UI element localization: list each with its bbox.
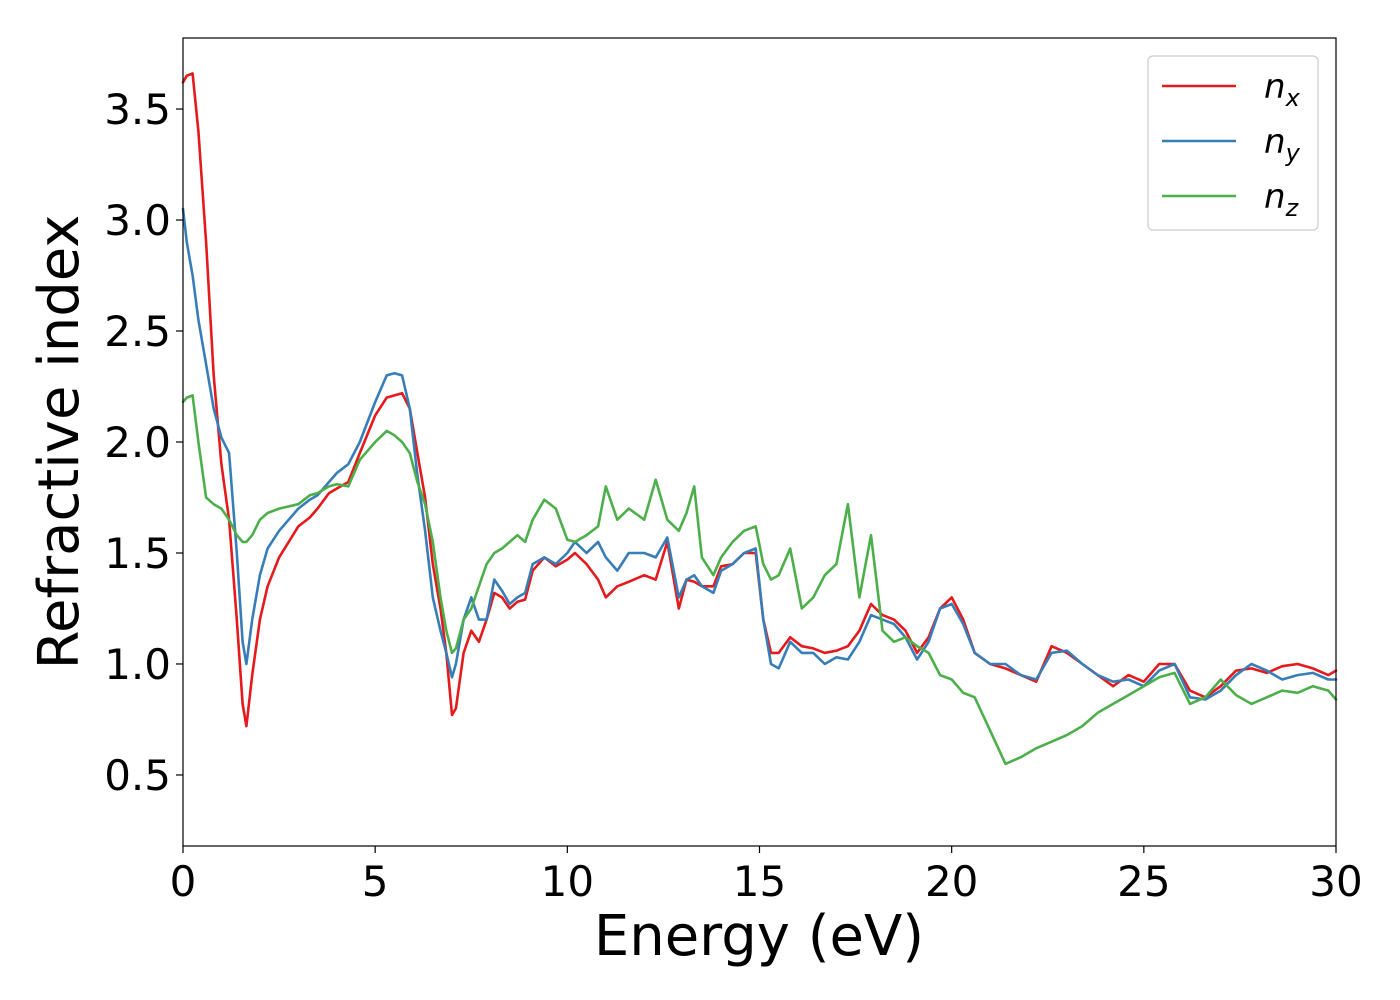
legend-label-y: ny xyxy=(1264,122,1301,167)
x-tick-label: 30 xyxy=(1309,857,1362,906)
legend-label-subscript: x xyxy=(1285,84,1301,112)
y-tick-label: 0.5 xyxy=(104,751,171,800)
legend-box xyxy=(1147,55,1319,231)
y-tick-label: 1.0 xyxy=(104,640,171,689)
series-line-x xyxy=(181,72,1338,728)
x-tick-label: 10 xyxy=(541,857,594,906)
y-tick-label: 2.0 xyxy=(104,418,171,467)
x-tick-label: 0 xyxy=(170,857,197,906)
legend-label-subscript: z xyxy=(1285,194,1300,222)
x-tick-label: 5 xyxy=(362,857,389,906)
legend-label-main: n xyxy=(1264,122,1286,162)
legend-label-main: n xyxy=(1264,67,1286,107)
y-axis-ticks: 0.5 1.0 1.5 2.0 2.5 3.0 3.5 xyxy=(104,85,183,800)
x-tick-label: 20 xyxy=(925,857,978,906)
legend-label-subscript: y xyxy=(1285,139,1301,167)
x-axis-ticks: 0 5 10 15 20 25 30 xyxy=(170,846,1363,906)
y-tick-label: 2.5 xyxy=(104,307,171,356)
series-line-z xyxy=(181,394,1338,766)
y-tick-label: 3.5 xyxy=(104,85,171,134)
legend-label-main: n xyxy=(1264,177,1286,217)
legend-label-x: nx xyxy=(1264,67,1301,112)
y-axis-label: Refractive index xyxy=(27,215,92,670)
x-tick-label: 25 xyxy=(1117,857,1170,906)
y-tick-label: 3.0 xyxy=(104,196,171,245)
y-tick-label: 1.5 xyxy=(104,529,171,578)
series-line-y xyxy=(181,207,1338,701)
x-tick-label: 15 xyxy=(733,857,786,906)
x-axis-label: Energy (eV) xyxy=(594,904,924,969)
legend-label-z: nz xyxy=(1264,177,1300,222)
series-lines xyxy=(181,72,1338,766)
